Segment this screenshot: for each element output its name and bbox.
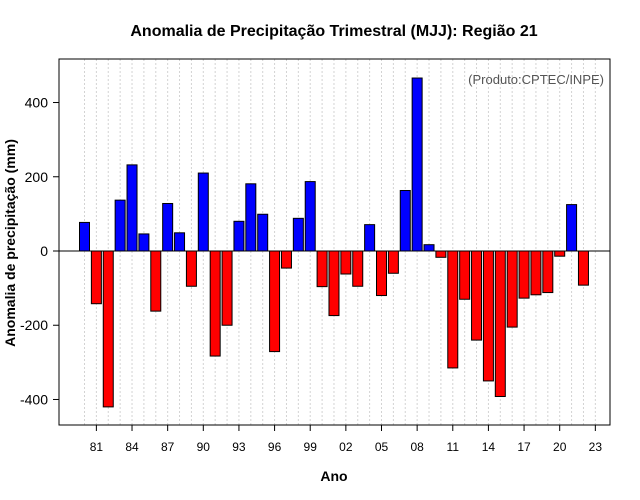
bar-2017: [518, 250, 530, 299]
x-tick-label: 23: [589, 440, 603, 454]
bar-2003: [352, 250, 364, 287]
bar-2000: [316, 250, 328, 288]
x-tick-label: 08: [410, 440, 424, 454]
x-tick-label: 11: [447, 440, 460, 454]
x-tick-label: 93: [232, 440, 246, 454]
y-axis-label: Anomalia de precipitação (mm): [2, 139, 18, 347]
y-tick-label: 0: [40, 243, 48, 259]
grid-lines: [84, 59, 596, 425]
x-tick-label: 14: [482, 440, 496, 454]
y-axis: -400 -200 0 200 400: [20, 95, 59, 407]
bar-2002: [340, 250, 352, 275]
bar-1992: [221, 250, 233, 326]
bar-1994: [245, 183, 257, 252]
bar-2018: [530, 250, 542, 296]
bar-2011: [447, 250, 459, 369]
bar-1991: [209, 250, 221, 357]
bar-1989: [185, 250, 197, 287]
x-tick-label: 17: [517, 440, 531, 454]
bar-1988: [174, 232, 186, 252]
bar-2012: [459, 250, 471, 300]
bar-2010: [435, 250, 447, 258]
x-tick-label: 81: [90, 440, 104, 454]
bar-1999: [304, 181, 316, 252]
product-credit: (Produto:CPTEC/INPE): [468, 72, 604, 87]
y-tick-label: 400: [25, 95, 49, 111]
bar-1997: [280, 250, 292, 269]
bar-1984: [126, 164, 138, 252]
bar-2021: [566, 204, 578, 252]
plot-frame: [58, 58, 611, 426]
x-tick-label: 96: [268, 440, 282, 454]
bar-2004: [364, 224, 376, 252]
x-tick-label: 20: [553, 440, 567, 454]
chart-title: Anomalia de Precipitação Trimestral (MJJ…: [130, 23, 537, 40]
bar-2014: [482, 250, 494, 382]
y-tick-label: -200: [20, 317, 48, 333]
bar-2006: [387, 250, 399, 274]
x-tick-label: 90: [197, 440, 211, 454]
bar-1995: [257, 213, 269, 252]
bar-2008: [411, 77, 423, 252]
bar-1998: [292, 217, 304, 252]
bar-2005: [376, 250, 387, 297]
y-tick-label: -400: [20, 391, 48, 407]
x-tick-label: 99: [304, 440, 318, 454]
bar-2013: [471, 250, 483, 341]
bar-1982: [102, 250, 114, 408]
bar-1986: [150, 250, 162, 312]
x-tick-label: 02: [339, 440, 353, 454]
bar-2007: [399, 189, 411, 252]
y-tick-label: 200: [25, 169, 49, 185]
bar-2015: [494, 250, 506, 398]
bar-2001: [328, 250, 340, 317]
bar-2009: [423, 244, 435, 252]
bar-1981: [90, 250, 102, 305]
bar-1990: [197, 172, 209, 252]
x-tick-label: 87: [161, 440, 175, 454]
bar-2020: [554, 250, 566, 257]
bar-2016: [506, 250, 518, 328]
bar-2019: [542, 250, 554, 294]
bar-1980: [79, 221, 90, 252]
bar-1987: [162, 202, 174, 252]
bar-1985: [138, 233, 150, 252]
x-tick-label: 05: [375, 440, 389, 454]
x-tick-label: 84: [125, 440, 139, 454]
bar-1983: [114, 199, 126, 252]
bar-2022: [577, 250, 589, 286]
bar-1993: [233, 220, 245, 252]
x-axis: 81 84 87 90 93 96 99 02 05 08 11 14 17 20 23: [90, 425, 603, 454]
x-axis-label: Ano: [320, 468, 347, 484]
bar-1996: [269, 250, 281, 353]
bars: [79, 77, 589, 408]
